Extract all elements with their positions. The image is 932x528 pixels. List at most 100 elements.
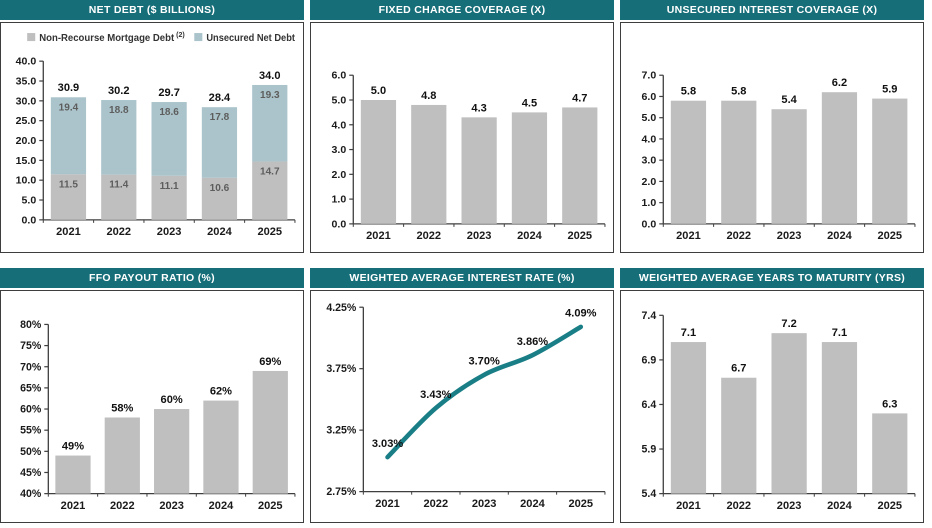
- category-label: 2024: [827, 500, 852, 512]
- bar: [771, 333, 807, 494]
- y-tick-label: 80%: [20, 319, 42, 331]
- category-label: 2023: [777, 230, 802, 242]
- panel-weighted-average-interest-rate: WEIGHTED AVERAGE INTEREST RATE (%) 2.75%…: [310, 268, 614, 523]
- net-debt-chart-area: 0.0 5.0 10.0 15.0 20.0 25.0 30.0 35.0 40.0 2021 20…: [0, 22, 304, 253]
- y-tick-label: 0.0: [22, 214, 37, 226]
- y-tick-label: 7.4: [642, 310, 657, 322]
- value-label: 62%: [210, 385, 232, 397]
- y-tick-label: 1.0: [332, 194, 347, 206]
- y-tick-label: 4.0: [642, 133, 657, 145]
- y-tick-label: 6.0: [642, 91, 657, 103]
- bar: [872, 413, 908, 494]
- category-label: 2025: [258, 500, 283, 512]
- ffo-payout-ratio-chart-area: 40% 45% 50% 55% 60% 65% 70% 75% 80% 2021 2022 2023 2…: [0, 290, 304, 523]
- value-label: 6.7: [731, 363, 746, 375]
- category-label: 2025: [877, 230, 902, 242]
- panel-title: WEIGHTED AVERAGE INTEREST RATE (%): [310, 268, 614, 288]
- panel-title: WEIGHTED AVERAGE YEARS TO MATURITY (YRS): [620, 268, 924, 288]
- value-label: 5.9: [882, 84, 897, 96]
- value-label: 5.8: [681, 86, 696, 98]
- segment-label: 18.8: [109, 105, 129, 116]
- y-tick-label: 55%: [20, 425, 42, 437]
- y-tick-label: 6.0: [332, 70, 347, 82]
- segment-label: 17.8: [210, 112, 230, 123]
- bar: [721, 100, 757, 224]
- category-label: 2024: [207, 226, 232, 238]
- bar: [360, 100, 397, 224]
- y-tick-label: 0.0: [642, 218, 657, 230]
- bar: [670, 342, 707, 494]
- bar: [670, 100, 707, 224]
- segment-label: 14.7: [260, 167, 280, 178]
- y-tick-label: 10.0: [16, 175, 37, 187]
- total-label: 30.2: [108, 85, 130, 97]
- bar-segment: [252, 84, 288, 162]
- category-label: 2025: [567, 230, 592, 242]
- y-tick-label: 5.9: [642, 444, 657, 456]
- weighted-average-interest-rate-chart-area: 2.75% 3.25% 3.75% 4.25% 2021 2022 2023 2024 2025…: [310, 290, 614, 523]
- panel-ffo-payout-ratio: FFO PAYOUT RATIO (%) 40% 45% 50% 55% 60% 65% 7…: [0, 268, 304, 523]
- category-label: 2022: [416, 230, 441, 242]
- y-tick-label: 3.0: [332, 144, 347, 156]
- category-label: 2022: [726, 230, 751, 242]
- y-tick-label: 6.4: [642, 399, 657, 411]
- bar-segment: [101, 174, 137, 220]
- value-label: 7.2: [781, 318, 796, 330]
- y-tick-label: 50%: [20, 446, 42, 458]
- bar: [252, 370, 288, 494]
- segment-label: 11.4: [109, 180, 128, 191]
- bar-segment: [151, 102, 187, 176]
- panel-fixed-charge-coverage: FIXED CHARGE COVERAGE (X) 0.0 1.0 2.0 3.0 4.…: [310, 0, 614, 253]
- category-label: 2022: [110, 500, 135, 512]
- bar: [55, 455, 91, 494]
- total-label: 34.0: [259, 70, 281, 82]
- category-label: 2021: [366, 230, 391, 242]
- y-tick-label: 70%: [20, 361, 42, 373]
- total-label: 28.4: [209, 92, 231, 104]
- y-tick-label: 40.0: [16, 56, 37, 68]
- bar-segment: [50, 97, 87, 175]
- y-tick-label: 5.4: [642, 488, 657, 500]
- category-label: 2021: [676, 500, 701, 512]
- panel-title: UNSECURED INTEREST COVERAGE (X): [620, 0, 924, 20]
- bar: [104, 417, 140, 494]
- bar-segment: [201, 107, 238, 178]
- y-tick-label: 2.0: [642, 176, 657, 188]
- y-tick-label: 75%: [20, 340, 42, 352]
- y-tick-label: 2.0: [332, 169, 347, 181]
- panel-title: FFO PAYOUT RATIO (%): [0, 268, 304, 288]
- panel-title: FIXED CHARGE COVERAGE (X): [310, 0, 614, 20]
- value-label: 4.8: [421, 90, 436, 102]
- legend-label: Non-Recourse Mortgage Debt: [39, 32, 174, 44]
- value-label: 4.3: [471, 102, 486, 114]
- weighted-average-years-to-maturity-chart: 5.4 5.9 6.4 6.9 7.4 2021 2022 2023 2024 2025 7.1 6.…: [642, 310, 916, 512]
- y-tick-label: 4.25%: [326, 302, 357, 314]
- y-tick-label: 25.0: [16, 115, 37, 127]
- segment-label: 19.3: [260, 90, 280, 101]
- net-debt-chart: 0.0 5.0 10.0 15.0 20.0 25.0 30.0 35.0 40.0 2021 20…: [16, 32, 296, 238]
- category-label: 2025: [568, 498, 593, 510]
- bar: [821, 92, 858, 224]
- point-label: 3.86%: [517, 336, 548, 348]
- category-label: 2025: [257, 226, 282, 238]
- segment-label: 19.4: [59, 102, 79, 113]
- weighted-average-interest-rate-chart: 2.75% 3.25% 3.75% 4.25% 2021 2022 2023 2024 2025…: [326, 302, 606, 510]
- y-tick-label: 6.9: [642, 354, 657, 366]
- category-label: 2021: [375, 498, 400, 510]
- y-tick-label: 5.0: [332, 95, 347, 107]
- y-tick-label: 35.0: [16, 76, 37, 88]
- bar: [562, 107, 598, 224]
- legend-footnote: (2): [176, 32, 185, 39]
- panel-unsecured-interest-coverage: UNSECURED INTEREST COVERAGE (X) 0.0 1.0 2.…: [620, 0, 924, 253]
- bar: [872, 98, 908, 224]
- value-label: 5.4: [781, 94, 797, 106]
- y-tick-label: 3.75%: [326, 363, 357, 375]
- value-label: 69%: [259, 356, 281, 368]
- value-label: 4.7: [572, 92, 587, 104]
- bar: [771, 109, 807, 224]
- category-label: 2021: [676, 230, 701, 242]
- trend-line: [385, 324, 584, 460]
- segment-label: 10.6: [210, 183, 230, 194]
- point-label: 3.70%: [468, 356, 499, 368]
- total-label: 30.9: [58, 82, 80, 94]
